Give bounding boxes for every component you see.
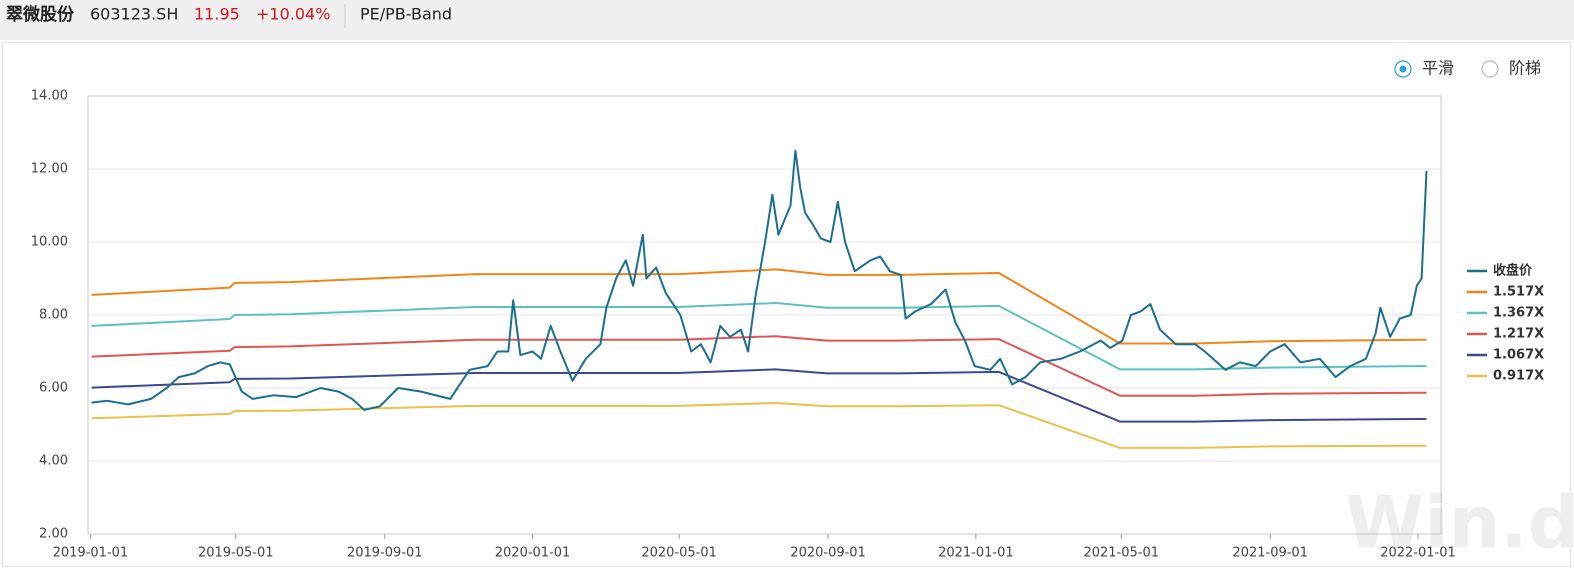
series-line [91,302,1427,371]
y-tick-label: 8.00 [39,308,68,323]
x-tick-label: 2020-01-01 [495,546,571,561]
y-tick-label: 4.00 [39,454,68,469]
y-tick-label: 10.00 [31,235,68,250]
series-line [91,402,1427,449]
legend-label[interactable]: 1.067X [1493,348,1544,363]
series-line [91,268,1427,345]
x-tick-label: 2020-05-01 [641,546,717,561]
y-tick-label: 14.00 [31,89,68,104]
radio-dot [1399,65,1407,73]
radio-button[interactable] [1481,60,1499,78]
tab-title[interactable]: PE/PB-Band [360,5,452,24]
y-tick-label: 12.00 [31,162,68,177]
stock-change: +10.04% [256,5,330,24]
radio-label[interactable]: 阶梯 [1509,59,1541,78]
legend-label[interactable]: 1.367X [1493,306,1544,321]
y-tick-label: 2.00 [39,527,68,542]
x-tick-label: 2021-09-01 [1232,546,1308,561]
legend-label[interactable]: 0.917X [1493,369,1544,384]
x-tick-label: 2019-01-01 [53,546,129,561]
stock-code: 603123.SH [90,5,178,24]
x-tick-label: 2021-05-01 [1083,546,1159,561]
header-bar [0,0,1574,40]
x-tick-label: 2019-05-01 [198,546,274,561]
legend-label[interactable]: 1.217X [1493,327,1544,342]
stock-name: 翠微股份 [6,4,75,25]
x-tick-label: 2020-09-01 [790,546,866,561]
plot-frame [87,95,1442,535]
x-tick-label: 2019-09-01 [347,546,423,561]
legend-label[interactable]: 收盘价 [1493,263,1533,279]
radio-label[interactable]: 平滑 [1422,59,1454,78]
series-line [91,368,1427,423]
x-tick-label: 2021-01-01 [938,546,1014,561]
watermark: Win.d [1345,481,1574,565]
series-line [91,335,1427,397]
series-line [91,149,1428,411]
stock-price: 11.95 [194,5,240,24]
x-tick-label: 2022-01-01 [1380,546,1456,561]
legend-label[interactable]: 1.517X [1493,285,1544,300]
y-tick-label: 6.00 [39,381,68,396]
